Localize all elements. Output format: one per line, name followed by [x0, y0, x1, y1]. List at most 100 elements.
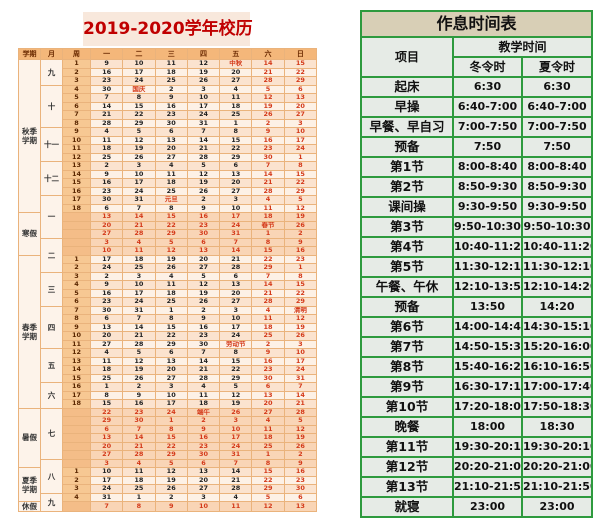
day-cell: 9 [283, 458, 318, 468]
day-cell: 22 [283, 178, 318, 188]
semester-cell: 夏季学期 [18, 467, 41, 502]
day-cell: 5 [283, 416, 318, 426]
calendar-week-row: 11 27 28 29 30 劳动节 2 3 [19, 339, 318, 349]
day-cell: 1 [89, 382, 124, 392]
day-cell: 7 [283, 382, 318, 392]
day-cell: 19 [186, 288, 221, 298]
day-cell: 12 [283, 203, 318, 213]
week-number-cell: 18 [62, 399, 91, 409]
day-cell: 1 [219, 118, 253, 128]
day-cell: 31 [89, 492, 124, 502]
day-cell: 26 [251, 110, 285, 120]
schedule-item: 第2节 [360, 176, 454, 198]
calendar-week-row: 13 14 15 16 17 18 19 [19, 433, 318, 443]
day-cell: 31 [219, 229, 253, 239]
schedule-item: 第6节 [360, 316, 454, 338]
winter-time: 17:20-18:00 [452, 396, 523, 418]
day-cell: 25 [154, 76, 188, 86]
day-cell: 2 [89, 271, 124, 281]
calendar-week-row: 5 16 17 18 19 20 21 22 [19, 288, 318, 298]
day-cell: 7 [219, 458, 253, 468]
week-number-cell: 11 [62, 144, 91, 154]
day-cell: 20 [154, 365, 188, 375]
week-number-cell: 16 [62, 382, 91, 392]
week-number-cell [62, 416, 91, 426]
schedule-row: 晚餐 18:00 18:30 [360, 416, 594, 438]
schedule-item: 第4节 [360, 236, 454, 258]
week-number-cell [62, 237, 91, 247]
winter-time: 8:00-8:40 [452, 156, 523, 178]
day-cell: 31 [219, 450, 253, 460]
calendar-week-row: 7 21 22 23 24 25 26 27 [19, 110, 318, 120]
week-number-cell: 14 [62, 169, 91, 179]
day-cell: 29 [283, 186, 318, 196]
schedule-row: 第10节 17:20-18:00 17:50-18:30 [360, 396, 594, 418]
week-number-cell: 7 [62, 110, 91, 120]
day-cell: 19 [122, 144, 156, 154]
day-cell: 14 [186, 135, 221, 145]
day-cell: 25 [251, 331, 285, 341]
day-cell: 9 [283, 237, 318, 247]
day-cell: 31 [122, 195, 156, 205]
day-cell: 31 [122, 305, 156, 315]
calendar-week-row: 14 9 10 11 12 13 14 15 [19, 169, 318, 179]
schedule-row: 起床 6:30 6:30 [360, 76, 594, 98]
week-number-cell: 4 [62, 84, 91, 94]
day-cell: 22 [154, 220, 188, 230]
day-cell: 19 [283, 322, 318, 332]
week-number-cell: 3 [62, 271, 91, 281]
schedule-row: 第12节 20:20-21:00 20:20-21:00 [360, 456, 594, 478]
day-cell: 21 [186, 144, 221, 154]
day-cell: 6 [219, 271, 253, 281]
day-cell: 1 [154, 416, 188, 426]
day-cell: 14 [219, 246, 253, 256]
day-cell: 28 [122, 229, 156, 239]
summer-time: 17:50-18:30 [520, 396, 594, 418]
day-cell: 23 [122, 407, 156, 417]
day-cell: 12 [251, 501, 285, 512]
calendar-week-row: 10 11 12 13 14 15 16 17 [19, 135, 318, 145]
day-cell: 23 [154, 110, 188, 120]
day-cell: 12 [186, 59, 221, 69]
day-cell: 30 [251, 152, 285, 162]
day-cell: 3 [283, 339, 318, 349]
day-cell: 2 [89, 161, 124, 171]
day-cell: 9 [251, 348, 285, 358]
day-cell: 23 [251, 144, 285, 154]
calendar-week-row: 29 30 1 2 3 4 5 [19, 416, 318, 426]
day-cell: 7 [122, 203, 156, 213]
day-cell: 26 [122, 373, 156, 383]
day-cell: 22 [154, 441, 188, 451]
day-cell: 1 [122, 492, 156, 502]
calendar-week-row: 13 11 12 13 14 15 16 17 [19, 356, 318, 366]
calendar-week-row: 休假 7 8 9 10 11 12 13 [18, 501, 318, 512]
day-cell: 14 [186, 356, 221, 366]
day-cell: 29 [283, 76, 318, 86]
day-cell: 12 [186, 280, 221, 290]
day-cell: 18 [89, 365, 124, 375]
winter-time: 18:00 [452, 416, 523, 438]
day-cell: 4 [219, 492, 253, 502]
day-cell: 11 [154, 59, 188, 69]
week-number-cell: 8 [62, 118, 91, 128]
item-header: 项目 [360, 36, 454, 78]
day-cell: 2 [154, 84, 188, 94]
calendar-week-row: 6 7 8 9 10 11 12 [19, 424, 318, 434]
schedule-row: 第2节 8:50-9:30 8:50-9:30 [360, 176, 594, 198]
day-cell: 22 [154, 331, 188, 341]
day-cell: 21 [122, 220, 156, 230]
day-cell: 10 [219, 203, 253, 213]
day-cell: 3 [122, 271, 156, 281]
winter-time: 10:40-11:20 [452, 236, 523, 258]
calendar-week-row: 5 7 8 9 10 11 12 13 [19, 93, 318, 103]
summer-time: 9:50-10:30 [520, 216, 594, 238]
calendar-week-row: 夏季学期 1 10 11 12 13 14 15 16 [18, 467, 318, 502]
month-cell: 一 [40, 195, 63, 239]
day-cell: 14 [251, 169, 285, 179]
day-cell: 26 [154, 263, 188, 273]
calendar-week-row: 春季学期 1 17 18 19 20 21 22 23 [18, 254, 318, 409]
winter-time: 14:00-14:40 [452, 316, 523, 338]
day-cell: 18 [251, 433, 285, 443]
day-cell: 17 [186, 101, 221, 111]
schedule-item: 就寝 [360, 496, 454, 518]
